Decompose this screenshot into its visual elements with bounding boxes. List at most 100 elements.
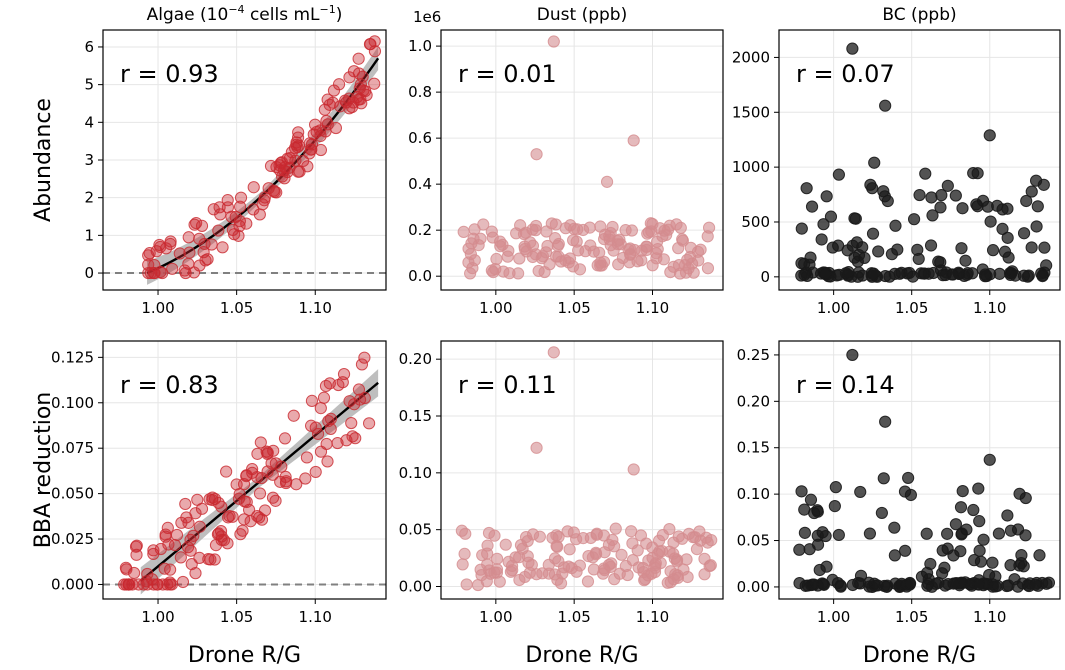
data-point <box>481 539 494 552</box>
data-point <box>301 160 314 173</box>
data-point <box>983 129 996 142</box>
data-point <box>304 419 318 432</box>
data-point <box>872 245 885 258</box>
data-point <box>126 0 137 6</box>
data-point <box>240 469 253 482</box>
data-point <box>795 222 808 235</box>
data-point <box>824 210 838 223</box>
data-point <box>143 247 156 260</box>
data-point <box>701 262 715 275</box>
axes-frame <box>440 340 724 600</box>
data-point <box>195 219 209 232</box>
x-axis-label: Drone R/G <box>863 643 976 668</box>
y-tick-label: 0.8 <box>408 83 432 101</box>
data-point <box>984 215 997 228</box>
data-point <box>549 232 562 245</box>
data-point <box>704 559 717 572</box>
data-point <box>552 250 565 263</box>
data-point <box>902 471 915 485</box>
panel-dust-bba: 1.00 1.05 1.10 0.00 0.05 0.10 0.15 0.20 r = 0.11… <box>399 340 724 668</box>
data-point <box>462 242 475 255</box>
data-point <box>932 576 945 589</box>
data-point <box>583 221 596 234</box>
data-point <box>299 472 312 485</box>
data-point <box>1001 231 1014 244</box>
data-point <box>364 37 377 51</box>
data-point <box>314 445 328 458</box>
data-point <box>972 578 986 591</box>
data-point <box>919 167 932 180</box>
data-point <box>276 170 289 183</box>
data-point <box>352 67 366 80</box>
data-point <box>991 579 1004 592</box>
data-point <box>292 126 305 139</box>
y-tick-label: 5 <box>84 76 94 94</box>
data-point <box>133 0 144 6</box>
x-tick-label: 1.10 <box>299 608 332 626</box>
data-point <box>616 251 629 265</box>
data-point <box>584 239 597 252</box>
data-point <box>811 504 824 517</box>
data-point <box>1022 269 1035 282</box>
y-tick-label: 1500 <box>732 103 770 121</box>
y-tick-label: 0.00 <box>737 578 770 596</box>
data-point <box>841 244 854 257</box>
axes-frame <box>778 340 1061 600</box>
y-tick-label: 1000 <box>732 158 770 176</box>
data-point <box>323 98 336 111</box>
data-point <box>549 218 562 231</box>
data-point <box>269 494 282 507</box>
data-point <box>1040 577 1053 590</box>
panel-title: BC (ppb) <box>882 5 956 25</box>
y-tick-label: 0.100 <box>51 394 94 412</box>
data-point <box>503 267 516 280</box>
data-point <box>889 219 902 232</box>
data-point <box>795 257 808 270</box>
data-point <box>334 100 347 113</box>
y-tick-label: 0.00 <box>399 577 432 595</box>
data-point <box>1040 259 1053 272</box>
data-point <box>290 136 303 149</box>
data-point <box>223 509 236 523</box>
data-point <box>907 213 921 226</box>
data-point <box>132 0 143 6</box>
y-tick-label: 3 <box>84 151 94 169</box>
y-tick-label: 0.0 <box>408 267 432 285</box>
x-tick-label: 1.00 <box>141 608 174 626</box>
y-tick-label: 0.15 <box>399 407 432 425</box>
data-point <box>888 267 901 280</box>
data-point <box>215 500 228 513</box>
y-tick-label: 0.6 <box>408 129 432 147</box>
data-point <box>206 491 219 504</box>
data-point <box>261 446 274 459</box>
data-point <box>279 476 293 490</box>
data-point <box>337 367 351 381</box>
y-tick-label: 0.050 <box>51 485 94 503</box>
data-point <box>193 232 206 245</box>
data-point <box>967 166 980 180</box>
panel-title: Dust (ppb) <box>537 5 627 25</box>
data-point <box>285 146 298 159</box>
plot-area <box>795 42 1053 283</box>
data-point <box>609 522 622 535</box>
data-point <box>879 99 892 112</box>
data-point <box>941 527 954 540</box>
data-point <box>1029 578 1042 591</box>
data-point <box>134 0 145 6</box>
data-point <box>130 539 143 552</box>
data-point <box>247 181 260 194</box>
data-point <box>1004 559 1017 572</box>
data-point <box>362 417 376 430</box>
data-point <box>875 506 888 520</box>
data-point <box>356 70 369 83</box>
data-point <box>597 255 611 268</box>
data-point <box>244 515 257 528</box>
data-point <box>1015 549 1028 562</box>
data-point <box>191 493 204 506</box>
data-point <box>262 182 275 195</box>
data-point <box>819 267 832 281</box>
data-point <box>485 225 498 238</box>
data-point <box>1019 529 1032 542</box>
data-point <box>247 203 260 216</box>
